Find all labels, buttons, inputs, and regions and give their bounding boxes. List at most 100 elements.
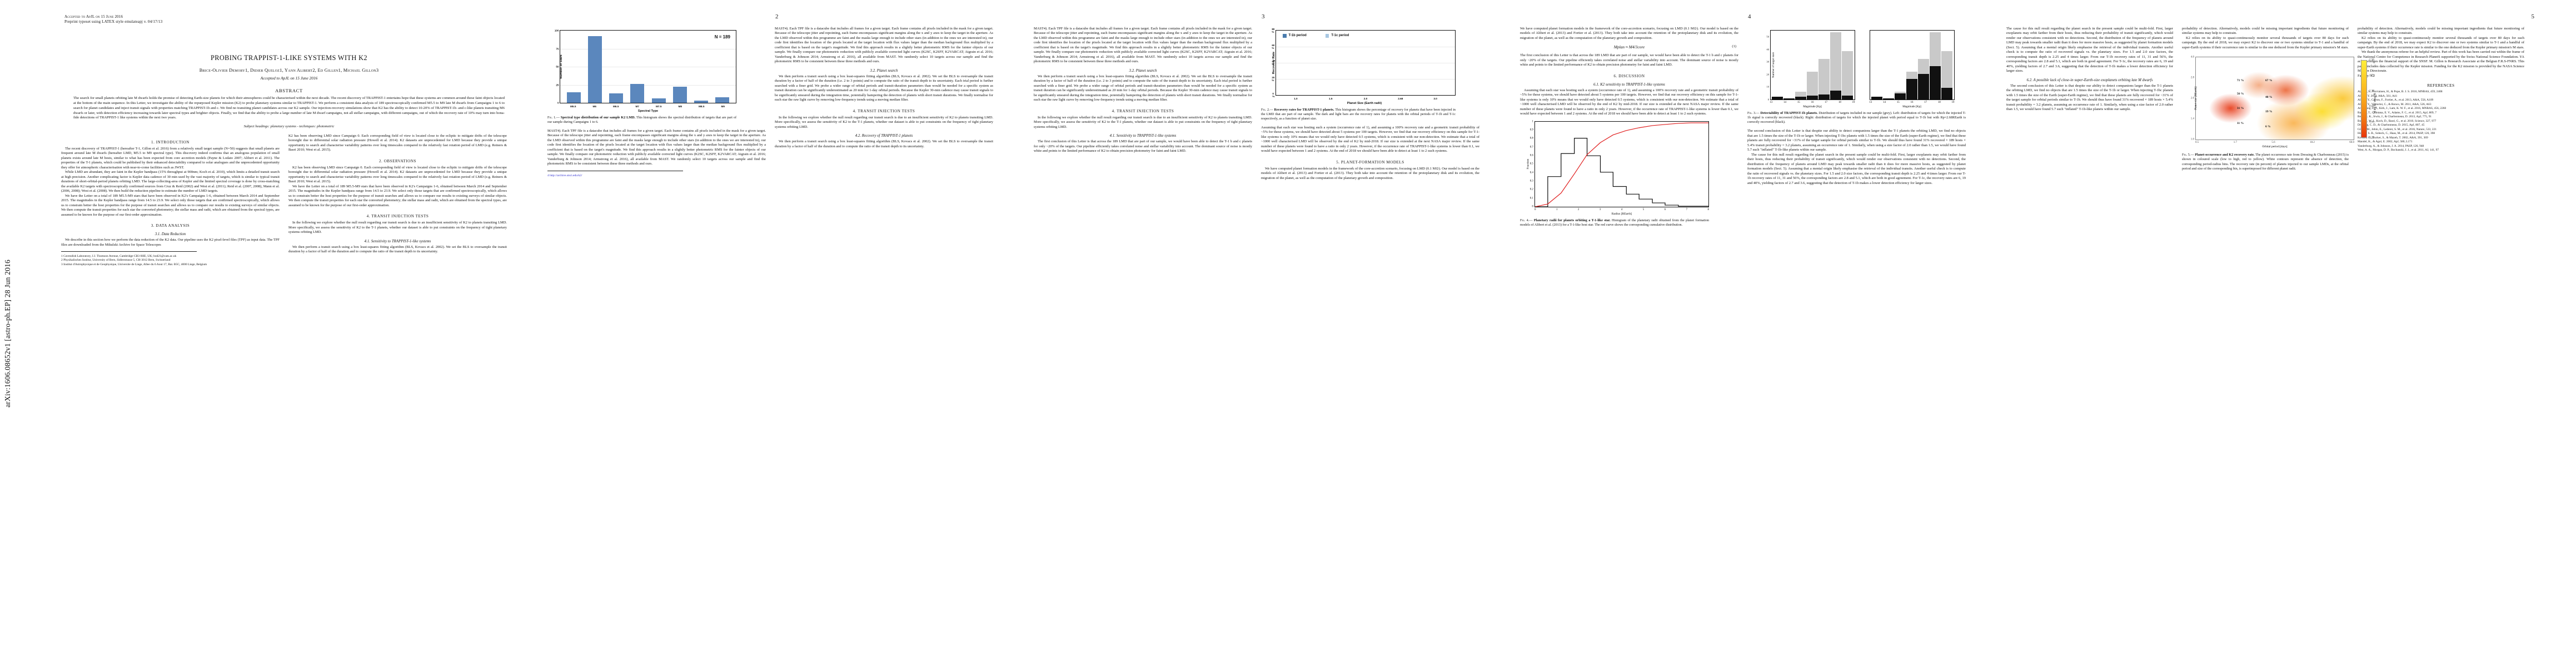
intro-para-1: The recent discovery of TRAPPIST-1 (here… — [61, 147, 280, 170]
figure-4-xtick: 1 — [1556, 208, 1558, 211]
figure-4-ytick: 0.9 — [1529, 128, 1533, 132]
figure-4-ytick: 0.1 — [1529, 197, 1533, 200]
figure-3-black-segment — [1894, 93, 1906, 99]
figure-3-caption-rest: Distribution of targets included in our … — [1747, 111, 1966, 125]
figure-1-bar-M8.5 — [694, 101, 709, 103]
subsection-k2-sensitivity: 6.1. K2 sensitivity to TRAPPIST-1-like s… — [1593, 82, 1665, 87]
subject-headings: Subject headings: planetary systems - te… — [243, 125, 335, 128]
figure-2-xtick: 1.0 — [1294, 97, 1298, 100]
transit-injection-para: In the following we explore whether the … — [288, 221, 507, 235]
figure-4-xtick: 7 — [1686, 208, 1688, 211]
figure-1-annotation: N = 189 — [714, 34, 730, 39]
figure-5-ytick: 2.0 — [2190, 97, 2194, 100]
figure-2-legend-item: T-1b period — [1283, 34, 1307, 38]
p3-right-b: We have computed planet formation models… — [1261, 166, 1479, 180]
abstract-heading: ABSTRACT — [275, 88, 303, 94]
figure-3-black-segment — [1871, 97, 1882, 99]
figure-1-ytick: 25 — [556, 83, 559, 86]
figure-5-annotation: 19 % — [2265, 110, 2273, 114]
figure-3-black-segment — [1882, 98, 1894, 99]
figure-5-annotation: 71 % — [2236, 78, 2244, 82]
page5-col-mid: probability of detection. Alternatively,… — [2182, 27, 2376, 171]
figure-3-ytick: 40 — [1766, 48, 1769, 51]
p4-left-c: Assuming that each star was hosting such… — [1520, 88, 1738, 116]
reference-entry: Alibert, Y., Venturini, C., & Ronco, M. … — [2358, 102, 2431, 106]
figure-2-xtick: 3.0 — [1433, 97, 1437, 100]
page5-col-left: The cause for this null result regarding… — [2006, 27, 2173, 171]
figure-4-plot: Fraction 0 0.1 0.2 0.3 0.4 0.5 0.6 0.7 0.8 0.9 1 — [1526, 120, 1709, 208]
figure-5-main: Planet size [REarth] 1.0 1.4 2.0 2.8 4.0 71 … — [2182, 56, 2354, 148]
figure-3-xlabel-right: Magnitude [Kp] — [1902, 105, 1921, 108]
figure-1-ytick: 75 — [556, 47, 559, 50]
figure-4: Fraction 0 0.1 0.2 0.3 0.4 0.5 0.6 0.7 0.8 0.9 1 0… — [1520, 120, 1709, 227]
planet-search-para: We then perform a transit search using a… — [775, 74, 993, 102]
legend-label: T-1c period — [1331, 34, 1349, 38]
observations-para-2: We have the Letter on a total of 189 M5.… — [288, 184, 507, 207]
figure-3-xtick: 17 — [1825, 101, 1828, 104]
arxiv-stamp: arXiv:1606.08652v1 [astro-ph.EP] 28 Jun … — [3, 259, 12, 408]
p5-left-a: The cause for this null result regarding… — [2006, 27, 2173, 73]
figure-3-grey-segment — [1806, 71, 1818, 96]
page5-col-right: probability of detection. Alternatively,… — [2358, 27, 2524, 171]
figure-3-bars-left — [1771, 31, 1855, 99]
figure-5-plot: Planet size [REarth] 1.0 1.4 2.0 2.8 4.0 71 … — [2191, 56, 2354, 141]
reference-entry: Howell, S. B., Sobeck, C., Haas, M., et … — [2358, 132, 2435, 136]
p3-right-a: Assuming that each star was hosting such… — [1261, 125, 1479, 153]
figure-1-xtick: M8 — [678, 104, 682, 108]
accepted-sub: Accepted to ApJL on 15 June 2016 — [260, 76, 318, 81]
page3-col-right: Recovery Rate T-1b period T-1c period 0 %… — [1261, 27, 1479, 181]
figure-4-ytick: 0 — [1532, 205, 1534, 208]
footnote-link[interactable]: 4 http://archive.stsci.edu/k2/ — [547, 173, 582, 177]
page3-col-left: MAST4). Each TPF file is a datacube that… — [1034, 27, 1252, 181]
figure-1-xtick: M9 — [721, 104, 725, 108]
figure-5-xtick: 18.2 — [2310, 141, 2315, 145]
figure-4-xtick: 0 — [1534, 208, 1536, 211]
footnote-rule — [61, 251, 197, 252]
figure-2-xlabel: Planet Size (Earth radii) — [1347, 101, 1382, 105]
figure-3-xtick: 13 — [1770, 101, 1773, 104]
abstract-text: The search for small planets orbiting la… — [73, 96, 505, 120]
figure-2-caption: Fig. 2.— Recovery rates for TRAPPIST-1 p… — [1261, 108, 1456, 121]
reference-entry: Dressing, C. D., & Charbonneau, D. 2015,… — [2358, 123, 2425, 127]
page-1: Accepted to ApJL on 15 June 2016 Preprin… — [61, 0, 517, 667]
p4-left-a: We have computed planet formation models… — [1520, 27, 1738, 40]
figure-3-number: Fig. 3.— — [1747, 111, 1760, 115]
figure-1-number: Fig. 1.— — [547, 115, 560, 120]
page-number-4: 4 — [1748, 13, 1751, 20]
figure-3-bar-column — [1882, 98, 1894, 99]
figure-4-ytick: 0.3 — [1529, 180, 1533, 183]
p2-right-top: MAST4). Each TPF file is a datacube that… — [775, 27, 993, 64]
figure-4-number: Fig. 4.— — [1520, 218, 1533, 222]
recovery-para: We then perform a transit search using a… — [775, 140, 993, 148]
figure-1-bar-M6.5 — [609, 93, 624, 103]
figure-4-caption: Fig. 4.— Planetary radii for planets orb… — [1520, 218, 1709, 227]
figure-3-grey-segment — [1894, 92, 1906, 93]
figure-3-bar-column — [1918, 58, 1930, 99]
figure-5-ytick: 4.0 — [2190, 56, 2194, 59]
figure-2-ytick: 80 % — [1272, 28, 1275, 33]
figure-4-xtick: 3 — [1599, 208, 1601, 211]
page-5: 5 The cause for this null result regardi… — [2006, 0, 2568, 667]
figure-5-annotation: 56 % — [2236, 92, 2244, 96]
accepted-line: Accepted to ApJL on 15 June 2016 — [64, 14, 123, 19]
figure-2-legend-item: T-1c period — [1325, 34, 1349, 38]
p5-mid-a: probability of detection. Alternatively,… — [2182, 27, 2349, 36]
figure-3-grey-segment — [1941, 51, 1953, 88]
reference-entry: Borucki, W. J., Koch, D., Basri, G., et … — [2358, 119, 2437, 123]
figure-3-bar-column — [1930, 32, 1941, 99]
figure-3-caption: Fig. 3.— Detectability of TRAPPIST-1b pl… — [1747, 111, 1966, 125]
figure-2-ytick: 40 % — [1272, 60, 1275, 66]
figure-5: Planet size [REarth] 1.0 1.4 2.0 2.8 4.0 71 … — [2182, 56, 2382, 149]
p4-right-a: The second conclusion of this Letter is … — [1747, 129, 1966, 152]
figure-5-ytick: 1.0 — [2190, 138, 2194, 141]
page-title: PROBING TRAPPIST-1-LIKE SYSTEMS WITH K2 — [211, 53, 367, 62]
figure-5-caption-rest: The planet occurrence rate from Dressing… — [2182, 153, 2349, 171]
figure-1-bars — [560, 31, 736, 103]
p5-right-ack: We thank the anonymous referee for an he… — [2358, 50, 2524, 73]
reference-entry: Kovacs, G., Zucker, S., & Mazeh, T. 2002… — [2358, 136, 2428, 140]
p2-reduction-text: MAST4). Each TPF file is a datacube that… — [547, 128, 766, 166]
figure-5-ylabel: Planet size [REarth] — [2194, 87, 2198, 111]
section-planet-formation: 5. PLANET-FORMATION MODELS — [1336, 160, 1404, 165]
figure-3-grey-segment — [1830, 32, 1842, 91]
